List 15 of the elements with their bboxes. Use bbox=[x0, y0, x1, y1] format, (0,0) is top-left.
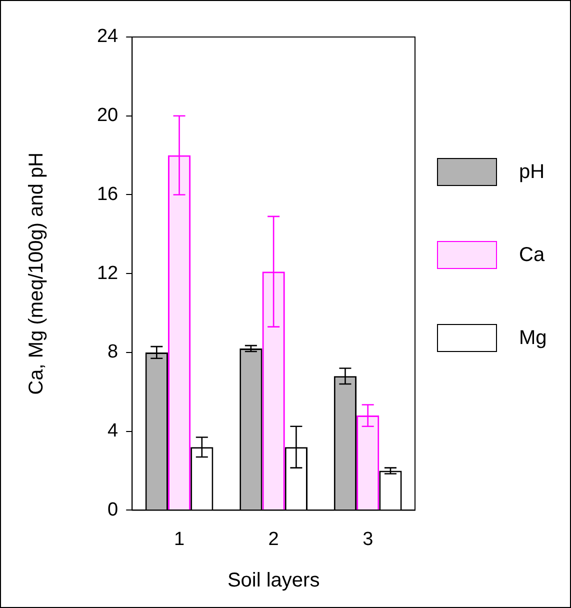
y-axis-title: Ca, Mg (meq/100g) and pH bbox=[26, 152, 48, 395]
legend-label: Ca bbox=[519, 244, 545, 266]
x-axis-title: Soil layers bbox=[227, 570, 320, 592]
x-tick-label: 2 bbox=[268, 528, 279, 550]
legend: pH Ca Mg bbox=[437, 157, 547, 406]
y-tick-label: 4 bbox=[108, 420, 119, 442]
y-tick-label: 24 bbox=[96, 26, 119, 48]
x-tick-label: 1 bbox=[174, 528, 185, 550]
y-tick-label: 12 bbox=[96, 262, 118, 284]
y-tick-label: 0 bbox=[108, 499, 118, 520]
y-tick-label: 8 bbox=[108, 342, 118, 363]
y-tick-label: 16 bbox=[96, 184, 118, 205]
legend-label: pH bbox=[519, 160, 545, 184]
y-tick-label: 20 bbox=[96, 105, 118, 126]
x-tick-label: 3 bbox=[362, 528, 374, 550]
